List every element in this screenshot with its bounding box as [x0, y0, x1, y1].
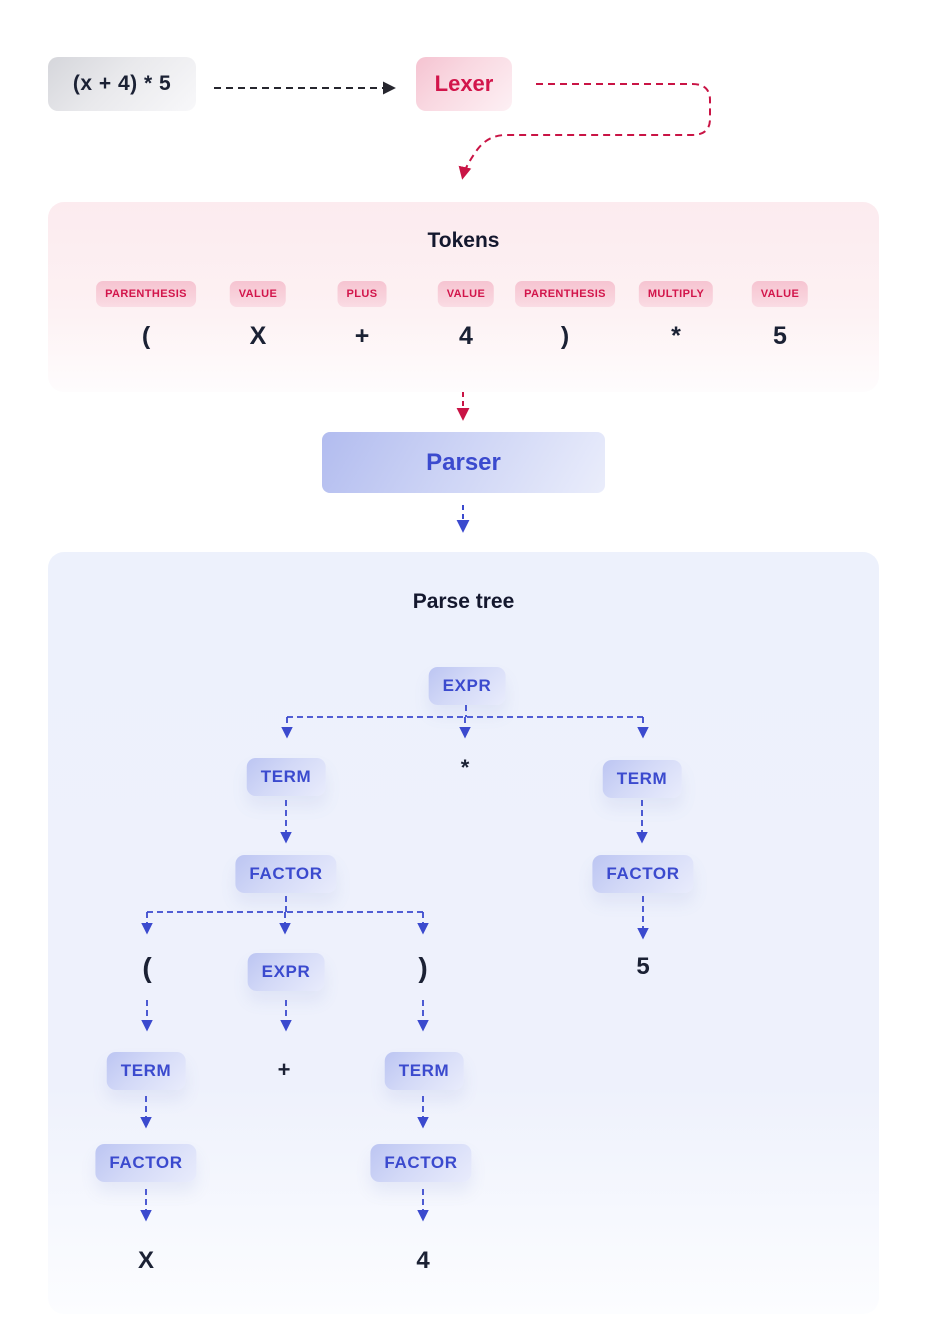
token-type-badge: VALUE: [229, 281, 287, 307]
token-char: 5: [773, 322, 787, 350]
tree-node-term-left: TERM: [246, 758, 326, 796]
token-value-x: VALUE X: [229, 281, 287, 351]
token-type-badge: MULTIPLY: [638, 281, 714, 307]
tokens-panel: Tokens PARENTHESIS ( VALUE X PLUS + VALU…: [48, 202, 879, 392]
token-type-badge: VALUE: [751, 281, 809, 307]
parser-label: Parser: [426, 448, 501, 476]
token-type-badge: PLUS: [337, 281, 387, 307]
token-parenthesis-open: PARENTHESIS (: [96, 281, 196, 351]
token-char: *: [671, 322, 681, 350]
token-type-badge: PARENTHESIS: [515, 281, 615, 307]
lexer-box: Lexer: [416, 57, 512, 111]
tokens-title: Tokens: [427, 229, 500, 252]
tree-node-factor-left: FACTOR: [235, 855, 337, 893]
token-multiply: MULTIPLY *: [638, 281, 714, 351]
tree-node-factor-right: FACTOR: [592, 855, 694, 893]
tree-node-term-right: TERM: [602, 760, 682, 798]
tree-leaf-paren-close: ): [418, 952, 428, 983]
tree-node-factor-inner-left: FACTOR: [95, 1144, 197, 1182]
token-char: X: [249, 322, 267, 350]
parser-box: Parser: [322, 432, 605, 493]
lexer-label: Lexer: [434, 71, 494, 96]
token-type-badge: PARENTHESIS: [96, 281, 196, 307]
tree-node-term-inner-left: TERM: [106, 1052, 186, 1090]
token-char: ): [560, 322, 570, 350]
tree-leaf-plus: +: [277, 1057, 291, 1082]
tree-leaf-paren-open: (: [142, 952, 152, 983]
tree-leaf-five: 5: [636, 953, 650, 980]
token-char: +: [354, 322, 370, 350]
tree-leaf-multiply: *: [460, 755, 470, 780]
token-char: (: [141, 322, 151, 350]
tree-leaf-x: X: [137, 1247, 155, 1274]
tree-node-term-inner-right: TERM: [384, 1052, 464, 1090]
source-expression-text: (x + 4) * 5: [72, 72, 172, 95]
token-parenthesis-close: PARENTHESIS ): [515, 281, 615, 351]
token-type-badge: VALUE: [437, 281, 495, 307]
token-value-5: VALUE 5: [751, 281, 809, 351]
token-char: 4: [459, 322, 473, 350]
tree-node-expr-inner: EXPR: [247, 953, 325, 991]
parse-tree-title: Parse tree: [412, 590, 515, 613]
source-expression-box: (x + 4) * 5: [48, 57, 196, 111]
tree-node-expr-root: EXPR: [428, 667, 506, 705]
tree-node-factor-inner-right: FACTOR: [370, 1144, 472, 1182]
token-value-4: VALUE 4: [437, 281, 495, 351]
tree-leaf-four: 4: [416, 1247, 430, 1274]
token-plus: PLUS +: [337, 281, 387, 351]
